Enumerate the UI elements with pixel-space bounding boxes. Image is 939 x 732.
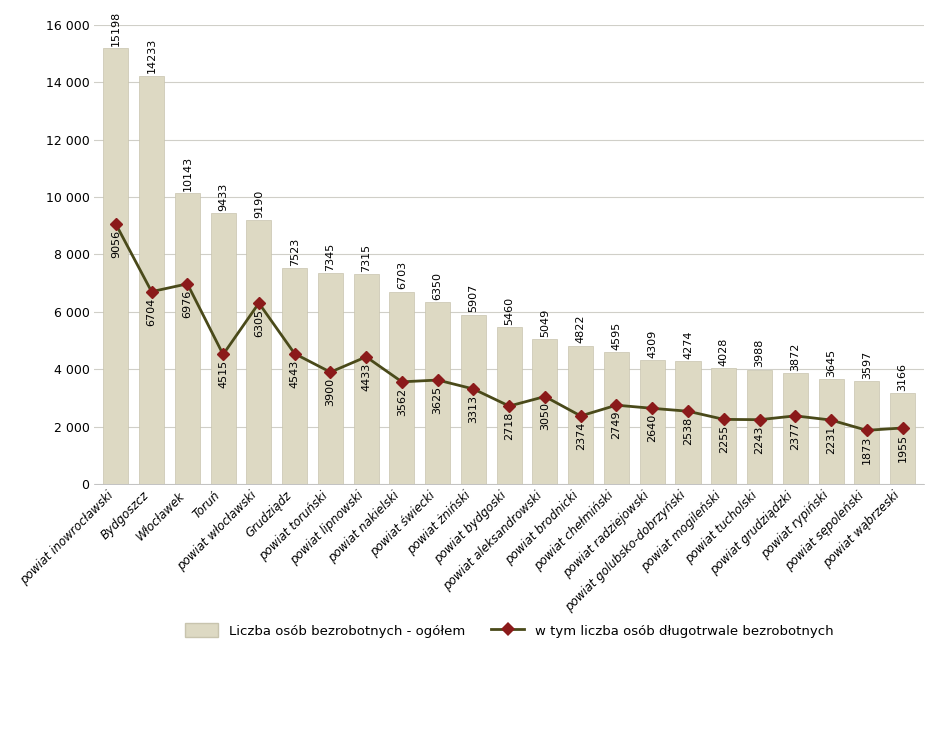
Text: 7345: 7345	[326, 243, 335, 271]
Bar	[497, 327, 522, 484]
Text: 4309: 4309	[647, 330, 657, 358]
Text: 4543: 4543	[289, 359, 300, 388]
Text: 4433: 4433	[362, 362, 371, 391]
Text: 3872: 3872	[791, 343, 800, 370]
Text: 2377: 2377	[791, 422, 800, 450]
Text: 7315: 7315	[362, 244, 371, 272]
Bar	[282, 268, 307, 484]
Text: 4595: 4595	[611, 321, 622, 350]
Text: 3597: 3597	[862, 351, 871, 378]
Text: 15198: 15198	[111, 10, 121, 45]
Bar	[783, 373, 808, 484]
Text: 10143: 10143	[182, 155, 192, 190]
Bar	[425, 302, 450, 484]
Text: 4028: 4028	[718, 337, 729, 366]
Text: 5460: 5460	[504, 297, 515, 325]
Text: 3313: 3313	[469, 395, 479, 422]
Bar	[747, 370, 772, 484]
Text: 14233: 14233	[146, 38, 157, 73]
Text: 9190: 9190	[254, 190, 264, 218]
Text: 1873: 1873	[862, 436, 871, 464]
Text: 9056: 9056	[111, 230, 121, 258]
Bar	[139, 75, 164, 484]
Bar	[568, 346, 593, 484]
Bar	[318, 273, 343, 484]
Text: 4274: 4274	[683, 331, 693, 359]
Bar	[210, 213, 236, 484]
Bar	[890, 393, 916, 484]
Text: 1955: 1955	[898, 434, 908, 462]
Text: 6305: 6305	[254, 309, 264, 337]
Text: 2374: 2374	[576, 422, 586, 450]
Text: 3645: 3645	[826, 349, 836, 377]
Bar	[604, 352, 629, 484]
Text: 6704: 6704	[146, 297, 157, 326]
Bar	[675, 362, 700, 484]
Text: 9433: 9433	[218, 183, 228, 211]
Text: 7523: 7523	[289, 238, 300, 266]
Bar	[175, 193, 200, 484]
Text: 3562: 3562	[397, 387, 407, 416]
Text: 2640: 2640	[647, 414, 657, 442]
Text: 5907: 5907	[469, 284, 479, 313]
Text: 3988: 3988	[755, 339, 764, 367]
Bar	[354, 274, 378, 484]
Text: 6350: 6350	[433, 272, 442, 299]
Bar	[103, 48, 129, 484]
Text: 2231: 2231	[826, 426, 836, 454]
Text: 2749: 2749	[611, 411, 622, 439]
Bar	[711, 368, 736, 484]
Text: 3050: 3050	[540, 403, 550, 430]
Bar	[639, 360, 665, 484]
Bar	[246, 220, 271, 484]
Bar	[461, 315, 486, 484]
Text: 4822: 4822	[576, 315, 586, 343]
Text: 2718: 2718	[504, 412, 515, 440]
Text: 3900: 3900	[326, 378, 335, 406]
Legend: Liczba osób bezrobotnych - ogółem, w tym liczba osób długotrwale bezrobotnych: Liczba osób bezrobotnych - ogółem, w tym…	[179, 618, 839, 643]
Text: 3625: 3625	[433, 386, 442, 414]
Text: 3166: 3166	[898, 363, 908, 391]
Text: 2243: 2243	[755, 425, 764, 454]
Bar	[819, 379, 843, 484]
Text: 6976: 6976	[182, 290, 192, 318]
Text: 5049: 5049	[540, 309, 550, 337]
Text: 2255: 2255	[718, 425, 729, 453]
Text: 2538: 2538	[683, 417, 693, 445]
Bar	[532, 339, 558, 484]
Text: 6703: 6703	[397, 261, 407, 289]
Bar	[854, 381, 879, 484]
Text: 4515: 4515	[218, 360, 228, 389]
Bar	[390, 291, 414, 484]
